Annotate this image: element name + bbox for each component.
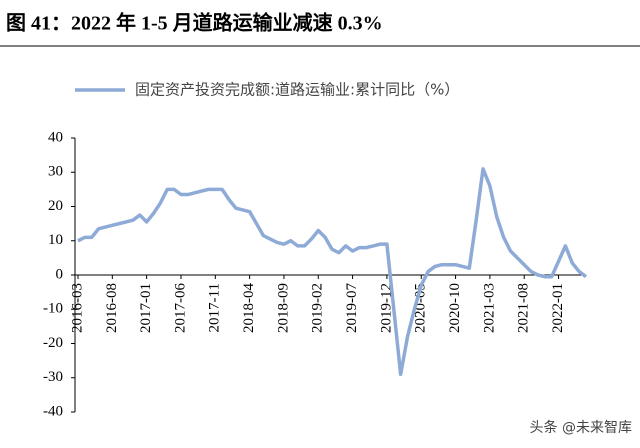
watermark: 头条 @未来智库 [530, 419, 632, 436]
x-tick-label: 2022-01 [550, 283, 566, 333]
y-tick-label: 10 [48, 232, 63, 248]
x-tick-label: 2019-12 [378, 283, 394, 333]
y-tick-label: -10 [43, 301, 63, 317]
y-tick-label: -40 [43, 403, 63, 419]
x-tick-label: 2016-03 [69, 283, 85, 333]
x-tick-label: 2019-02 [310, 283, 326, 333]
series-line [77, 167, 588, 377]
x-tick-label: 2018-04 [241, 283, 257, 333]
x-tick-label: 2018-09 [275, 283, 291, 333]
y-tick-label: 20 [48, 198, 63, 214]
y-tick-label: 40 [48, 129, 63, 145]
x-tick-label: 2017-11 [207, 283, 223, 332]
y-tick-label: -30 [43, 369, 63, 385]
x-tick-label: 2016-08 [104, 283, 120, 333]
legend-label: 固定资产投资完成额:道路运输业:累计同比（%） [135, 81, 459, 99]
y-tick-label: 30 [48, 164, 63, 180]
x-tick-label: 2017-01 [138, 283, 154, 333]
x-tick-label: 2019-07 [344, 283, 360, 333]
x-tick-label: 2021-08 [516, 283, 532, 333]
x-tick-label: 2017-06 [172, 283, 188, 333]
chart-title: 图 41：2022 年 1-5 月道路运输业减速 0.3% [6, 11, 383, 35]
x-tick-label: 2021-03 [481, 283, 497, 333]
y-tick-label: -20 [43, 335, 63, 351]
y-tick-label: 0 [56, 266, 64, 282]
x-tick-label: 2020-10 [447, 283, 463, 333]
